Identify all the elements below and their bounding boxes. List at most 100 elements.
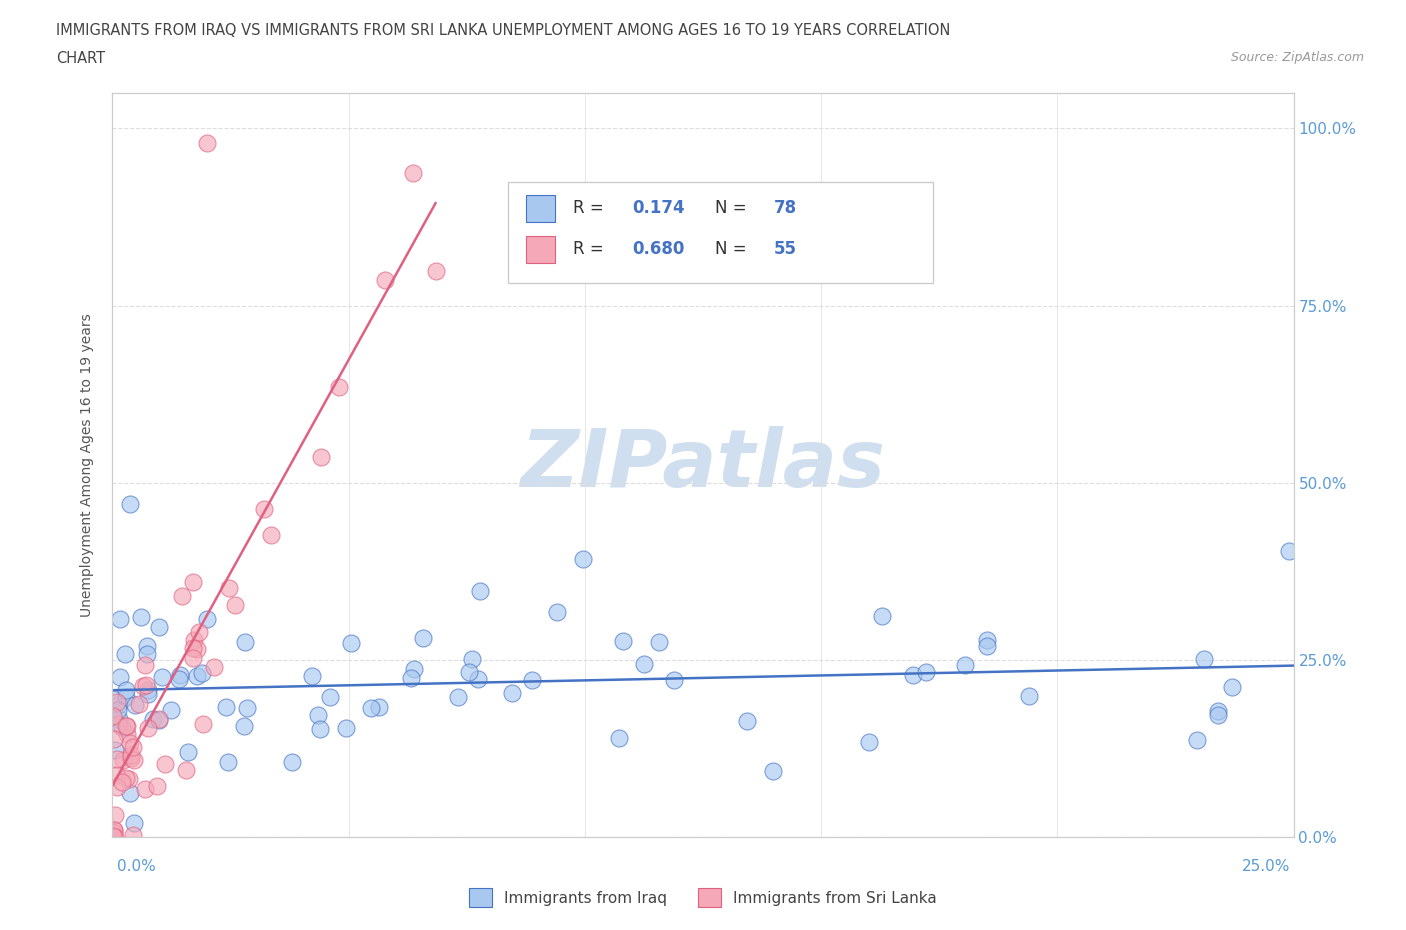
- Point: [115, 689, 138, 704]
- Point: [307, 708, 329, 723]
- Point: [120, 751, 142, 766]
- Point: [105, 694, 128, 709]
- Point: [105, 751, 128, 766]
- Point: [340, 635, 363, 650]
- Point: [104, 830, 127, 844]
- Point: [195, 612, 218, 627]
- Point: [319, 689, 342, 704]
- Point: [120, 497, 142, 512]
- Point: [633, 657, 655, 671]
- Point: [1222, 679, 1244, 694]
- Point: [183, 651, 205, 666]
- Point: [120, 736, 142, 751]
- Point: [115, 770, 138, 785]
- Point: [976, 632, 998, 647]
- Point: [217, 754, 239, 769]
- Point: [335, 721, 357, 736]
- Point: [1185, 732, 1208, 747]
- Point: [108, 611, 131, 626]
- Point: [662, 672, 685, 687]
- Point: [121, 828, 143, 843]
- Point: [181, 641, 204, 656]
- Text: 78: 78: [773, 199, 797, 218]
- Point: [105, 767, 128, 782]
- Point: [412, 631, 434, 645]
- Point: [467, 672, 489, 687]
- Point: [1206, 708, 1229, 723]
- Point: [870, 608, 893, 623]
- Point: [112, 753, 135, 768]
- Text: CHART: CHART: [56, 51, 105, 66]
- Point: [148, 712, 170, 727]
- Point: [648, 634, 671, 649]
- Text: N =: N =: [714, 199, 752, 218]
- Point: [142, 711, 165, 726]
- Point: [108, 697, 131, 711]
- Point: [177, 745, 200, 760]
- Point: [309, 722, 332, 737]
- Point: [191, 716, 214, 731]
- Point: [136, 638, 159, 653]
- Point: [501, 685, 523, 700]
- Text: R =: R =: [574, 199, 609, 218]
- Point: [107, 717, 129, 732]
- Point: [134, 782, 156, 797]
- Text: Source: ZipAtlas.com: Source: ZipAtlas.com: [1230, 51, 1364, 64]
- Point: [118, 772, 141, 787]
- Point: [546, 604, 568, 619]
- Point: [111, 775, 134, 790]
- Point: [367, 699, 389, 714]
- Point: [103, 826, 125, 841]
- Point: [170, 589, 193, 604]
- Point: [572, 551, 595, 566]
- Point: [104, 807, 127, 822]
- Point: [150, 670, 173, 684]
- Point: [103, 822, 125, 837]
- Point: [108, 711, 131, 726]
- Point: [169, 671, 191, 686]
- Point: [235, 701, 257, 716]
- Point: [183, 632, 205, 647]
- Text: 55: 55: [773, 240, 797, 259]
- Point: [612, 633, 634, 648]
- Point: [901, 668, 924, 683]
- Point: [101, 709, 124, 724]
- Text: 0.174: 0.174: [633, 199, 685, 218]
- Point: [136, 646, 159, 661]
- Point: [301, 669, 323, 684]
- Point: [159, 702, 181, 717]
- Point: [461, 652, 484, 667]
- Point: [953, 658, 976, 672]
- Point: [129, 609, 152, 624]
- Text: IMMIGRANTS FROM IRAQ VS IMMIGRANTS FROM SRI LANKA UNEMPLOYMENT AMONG AGES 16 TO : IMMIGRANTS FROM IRAQ VS IMMIGRANTS FROM …: [56, 23, 950, 38]
- Point: [146, 778, 169, 793]
- Point: [155, 756, 177, 771]
- Point: [976, 638, 998, 653]
- Point: [107, 702, 129, 717]
- Point: [215, 699, 238, 714]
- Point: [186, 669, 208, 684]
- Point: [115, 719, 138, 734]
- Point: [124, 698, 146, 713]
- FancyBboxPatch shape: [526, 236, 555, 262]
- Point: [114, 646, 136, 661]
- Point: [195, 135, 218, 150]
- Point: [458, 664, 481, 679]
- Text: N =: N =: [714, 240, 752, 259]
- Point: [122, 740, 145, 755]
- Point: [108, 670, 131, 684]
- Point: [174, 763, 197, 777]
- Point: [233, 634, 256, 649]
- Point: [404, 661, 426, 676]
- Point: [735, 714, 758, 729]
- Point: [447, 689, 470, 704]
- Point: [103, 732, 125, 747]
- Point: [169, 668, 191, 683]
- Y-axis label: Unemployment Among Ages 16 to 19 years: Unemployment Among Ages 16 to 19 years: [80, 313, 94, 617]
- Point: [309, 449, 332, 464]
- Point: [118, 786, 141, 801]
- Text: R =: R =: [574, 240, 609, 259]
- Point: [1192, 652, 1215, 667]
- Point: [110, 720, 132, 735]
- Point: [401, 166, 423, 180]
